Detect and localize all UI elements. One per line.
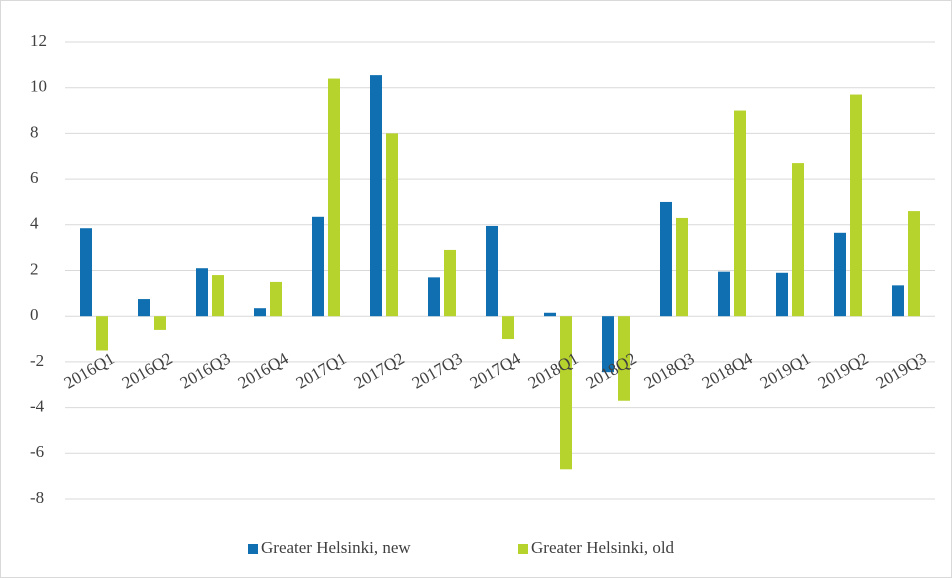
bar bbox=[428, 277, 440, 317]
bar bbox=[502, 316, 514, 340]
bar bbox=[138, 299, 150, 317]
bar bbox=[544, 312, 556, 317]
bar bbox=[254, 308, 266, 317]
bar bbox=[776, 272, 788, 317]
bar bbox=[676, 217, 688, 317]
bar bbox=[312, 216, 324, 317]
y-tick-label: -4 bbox=[30, 397, 45, 416]
y-tick-label: -2 bbox=[30, 351, 44, 370]
bar bbox=[792, 163, 804, 317]
y-tick-label: -6 bbox=[30, 442, 44, 461]
legend-swatch bbox=[518, 544, 528, 554]
bar bbox=[834, 232, 846, 317]
bar bbox=[618, 316, 630, 401]
y-tick-label: -8 bbox=[30, 488, 44, 507]
bar bbox=[386, 133, 398, 317]
bar bbox=[718, 271, 730, 317]
bar bbox=[908, 211, 920, 317]
bar bbox=[602, 316, 614, 373]
bar bbox=[328, 78, 340, 317]
bar bbox=[850, 94, 862, 317]
bar bbox=[196, 268, 208, 317]
legend-label: Greater Helsinki, old bbox=[531, 538, 675, 557]
y-tick-label: 4 bbox=[30, 214, 39, 233]
legend-label: Greater Helsinki, new bbox=[261, 538, 411, 557]
bar bbox=[734, 110, 746, 317]
bar bbox=[80, 228, 92, 317]
legend-swatch bbox=[248, 544, 258, 554]
bar bbox=[96, 316, 108, 351]
y-tick-label: 2 bbox=[30, 259, 39, 278]
bar bbox=[444, 249, 456, 317]
y-tick-label: 0 bbox=[30, 305, 39, 324]
bar bbox=[212, 275, 224, 317]
bar bbox=[560, 316, 572, 470]
bar bbox=[154, 316, 166, 330]
y-tick-label: 8 bbox=[30, 122, 39, 141]
y-tick-label: 6 bbox=[30, 168, 39, 187]
bar bbox=[486, 225, 498, 317]
bar bbox=[270, 281, 282, 317]
y-tick-label: 10 bbox=[30, 77, 47, 96]
bar bbox=[892, 285, 904, 317]
bar bbox=[660, 201, 672, 317]
y-tick-label: 12 bbox=[30, 31, 47, 50]
bar bbox=[370, 75, 382, 317]
